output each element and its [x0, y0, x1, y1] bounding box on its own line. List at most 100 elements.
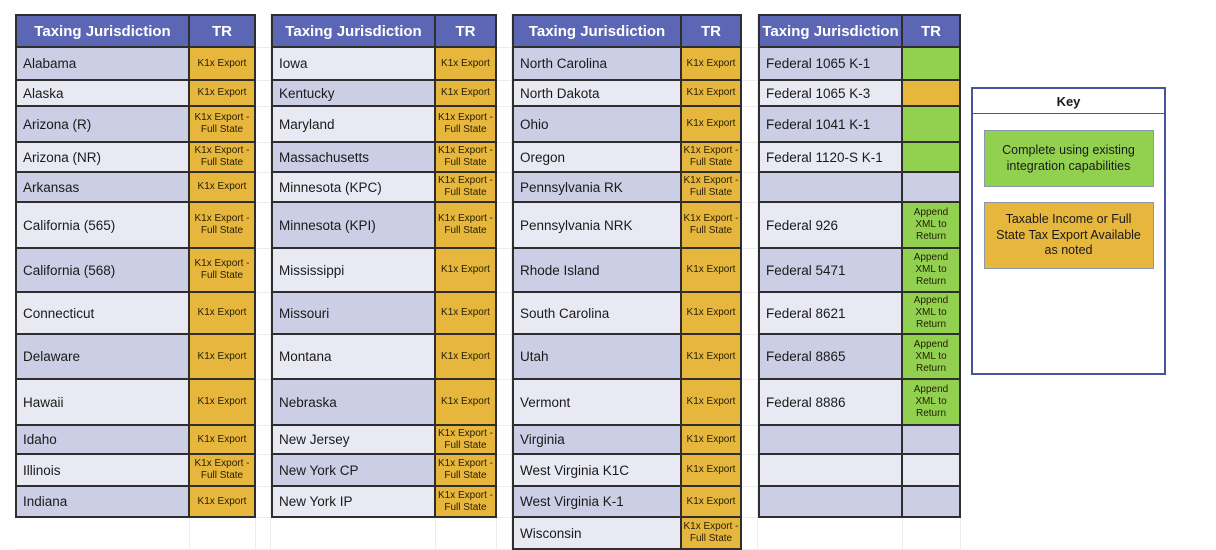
grid-gap-cell: [256, 107, 271, 143]
tr-status-cell: Append XML to Return: [903, 293, 961, 335]
tr-status-cell: K1x Export - Full State: [190, 249, 256, 293]
grid-gap-cell: [256, 249, 271, 293]
tr-status-cell: K1x Export: [682, 293, 742, 335]
grid-gap-cell: [497, 455, 512, 487]
tr-status-cell: K1x Export: [682, 81, 742, 107]
tr-status-cell: K1x Export: [436, 293, 497, 335]
tr-status-cell: K1x Export - Full State: [190, 455, 256, 487]
grid-gap-cell: [256, 335, 271, 380]
grid-gap-cell: [742, 203, 758, 249]
tr-status-cell: K1x Export: [682, 455, 742, 487]
jurisdiction-cell: Federal 1065 K-1: [758, 48, 903, 81]
jurisdiction-cell: Indiana: [15, 487, 190, 518]
jurisdiction-cell: New Jersey: [271, 426, 436, 455]
jurisdiction-cell: Vermont: [512, 380, 682, 426]
tr-status-cell: K1x Export: [682, 487, 742, 518]
gridline-cell: [436, 518, 497, 550]
jurisdiction-cell: Ohio: [512, 107, 682, 143]
tr-status-cell: K1x Export - Full State: [190, 107, 256, 143]
tr-status-cell: [903, 107, 961, 143]
grid-gap-cell: [497, 14, 512, 48]
column-header-tr: TR: [190, 14, 256, 48]
tr-status-cell: K1x Export: [190, 48, 256, 81]
tr-status-cell: [903, 48, 961, 81]
grid-gap-cell: [742, 143, 758, 173]
jurisdiction-cell: Kentucky: [271, 81, 436, 107]
key-item-complete-label: Complete using existing integration capa…: [1002, 142, 1135, 173]
grid-gap-cell: [742, 335, 758, 380]
jurisdiction-cell: Federal 8621: [758, 293, 903, 335]
tr-status-cell: K1x Export: [682, 335, 742, 380]
tr-status-cell: Append XML to Return: [903, 335, 961, 380]
jurisdiction-cell: Alaska: [15, 81, 190, 107]
tr-status-cell: [903, 426, 961, 455]
jurisdiction-cell: California (565): [15, 203, 190, 249]
tr-status-cell: K1x Export: [190, 487, 256, 518]
jurisdiction-cell: Pennsylvania RK: [512, 173, 682, 203]
tr-status-cell: K1x Export - Full State: [436, 143, 497, 173]
grid-gap-cell: [497, 293, 512, 335]
tr-status-cell: K1x Export - Full State: [436, 426, 497, 455]
jurisdiction-cell: South Carolina: [512, 293, 682, 335]
jurisdiction-cell: Montana: [271, 335, 436, 380]
tr-status-cell: K1x Export: [190, 426, 256, 455]
jurisdiction-cell: Federal 5471: [758, 249, 903, 293]
grid-gap-cell: [256, 293, 271, 335]
grid-gap-cell: [497, 173, 512, 203]
tr-status-cell: K1x Export - Full State: [436, 455, 497, 487]
jurisdiction-cell: Virginia: [512, 426, 682, 455]
tr-status-cell: K1x Export - Full State: [436, 487, 497, 518]
column-header-taxing-jurisdiction: Taxing Jurisdiction: [271, 14, 436, 48]
grid-gap-cell: [256, 81, 271, 107]
grid-gap-cell: [497, 249, 512, 293]
jurisdiction-cell: West Virginia K-1: [512, 487, 682, 518]
tr-status-cell: K1x Export: [436, 335, 497, 380]
tr-status-cell: [903, 487, 961, 518]
gridline-cell: [190, 518, 256, 550]
column-header-tr: TR: [903, 14, 961, 48]
grid-gap-cell: [256, 487, 271, 518]
tr-status-cell: K1x Export: [682, 249, 742, 293]
jurisdiction-cell: [758, 426, 903, 455]
jurisdiction-cell: California (568): [15, 249, 190, 293]
tr-status-cell: K1x Export - Full State: [436, 107, 497, 143]
column-header-taxing-jurisdiction: Taxing Jurisdiction: [758, 14, 903, 48]
tr-status-cell: K1x Export - Full State: [682, 143, 742, 173]
tr-status-cell: K1x Export: [682, 107, 742, 143]
tr-status-cell: Append XML to Return: [903, 380, 961, 426]
grid-gap-cell: [497, 143, 512, 173]
grid-gap-cell: [742, 173, 758, 203]
grid-gap-cell: [256, 518, 271, 550]
jurisdiction-cell: Mississippi: [271, 249, 436, 293]
tr-status-cell: Append XML to Return: [903, 249, 961, 293]
spreadsheet-grid: Taxing Jurisdiction TR Alabama K1x Export Al…: [15, 14, 961, 550]
grid-gap-cell: [742, 380, 758, 426]
jurisdiction-cell: Oregon: [512, 143, 682, 173]
tr-status-cell: K1x Export - Full State: [436, 173, 497, 203]
grid-gap-cell: [497, 487, 512, 518]
jurisdiction-cell: [758, 173, 903, 203]
grid-gap-cell: [742, 249, 758, 293]
tr-status-cell: K1x Export: [436, 81, 497, 107]
jurisdiction-cell: Delaware: [15, 335, 190, 380]
tr-status-cell: K1x Export: [436, 249, 497, 293]
jurisdiction-cell: Idaho: [15, 426, 190, 455]
jurisdiction-cell: Alabama: [15, 48, 190, 81]
jurisdiction-cell: Maryland: [271, 107, 436, 143]
jurisdiction-cell: Iowa: [271, 48, 436, 81]
jurisdiction-cell: Arizona (NR): [15, 143, 190, 173]
tr-status-cell: K1x Export: [190, 81, 256, 107]
grid-gap-cell: [742, 81, 758, 107]
tr-status-cell: K1x Export - Full State: [682, 173, 742, 203]
jurisdiction-cell: North Dakota: [512, 81, 682, 107]
tr-status-cell: K1x Export - Full State: [682, 518, 742, 550]
key-item-taxable-label: Taxable Income or Full State Tax Export …: [996, 212, 1141, 258]
tr-status-cell: K1x Export - Full State: [190, 143, 256, 173]
grid-gap-cell: [497, 335, 512, 380]
tr-status-cell: K1x Export - Full State: [190, 203, 256, 249]
column-header-taxing-jurisdiction: Taxing Jurisdiction: [512, 14, 682, 48]
tr-status-cell: K1x Export: [190, 293, 256, 335]
jurisdiction-cell: Federal 1041 K-1: [758, 107, 903, 143]
tr-status-cell: K1x Export: [190, 173, 256, 203]
gridline-cell: [15, 518, 190, 550]
